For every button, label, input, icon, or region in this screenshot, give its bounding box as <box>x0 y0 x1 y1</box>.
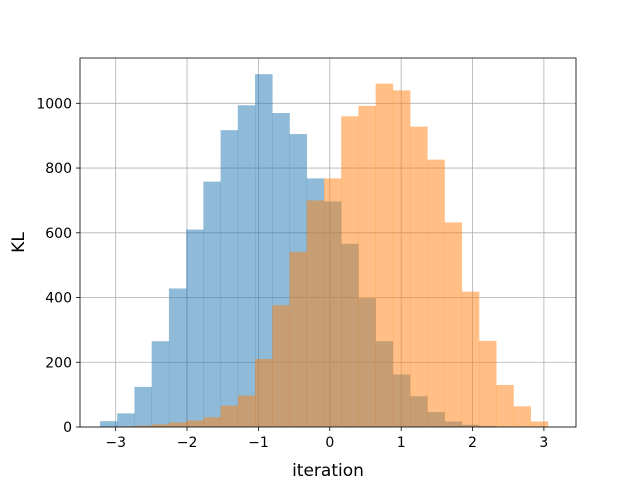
y-tick-label: 600 <box>45 226 72 242</box>
histogram-bar <box>410 126 428 427</box>
histogram-bar <box>203 417 221 427</box>
histogram-bar <box>255 359 273 427</box>
histogram-bar <box>461 291 480 427</box>
y-tick-label: 800 <box>45 161 72 177</box>
histogram-bar <box>134 425 152 427</box>
histogram-bar <box>444 222 463 427</box>
histogram-bar <box>323 178 342 427</box>
histogram-bar <box>134 386 152 427</box>
y-tick-label: 1000 <box>36 96 72 112</box>
x-tick-label: 3 <box>539 435 548 451</box>
histogram-bar <box>237 105 256 427</box>
x-axis-ticks: −3 −2 −1 0 1 2 3 <box>105 427 548 451</box>
histogram-bar <box>530 421 549 427</box>
x-tick-label: 0 <box>325 435 334 451</box>
histogram-bar <box>220 405 239 427</box>
histogram-bar <box>496 384 514 427</box>
histogram-bar <box>220 130 239 427</box>
histogram-bar <box>478 340 497 427</box>
histogram-bar <box>151 341 170 427</box>
bars <box>99 74 549 428</box>
x-tick-label: −2 <box>177 435 198 451</box>
histogram-bar <box>272 305 290 427</box>
histogram-bar <box>186 229 204 427</box>
y-tick-label: 200 <box>45 355 72 371</box>
histogram-bar <box>99 421 118 427</box>
x-tick-label: −3 <box>105 435 126 451</box>
histogram-bar <box>341 116 359 428</box>
histogram-bar <box>186 420 204 427</box>
y-tick-label: 0 <box>63 420 72 436</box>
histogram-bar <box>392 90 411 428</box>
histogram-bar <box>255 74 273 428</box>
x-axis-label: iteration <box>292 461 364 480</box>
histogram-bar <box>513 406 531 427</box>
histogram-bar <box>358 105 376 427</box>
x-tick-label: 2 <box>468 435 477 451</box>
histogram-bar <box>427 159 445 427</box>
histogram-bar <box>151 424 170 427</box>
histogram-bar <box>289 251 308 427</box>
y-tick-label: 400 <box>45 291 72 307</box>
plot-frame <box>79 57 577 428</box>
histogram-bar <box>168 422 187 427</box>
histogram-bar <box>168 288 187 427</box>
histogram-bar <box>375 83 394 428</box>
histogram-bar <box>117 413 135 427</box>
x-tick-label: −1 <box>248 435 269 451</box>
histogram-bar <box>306 200 325 427</box>
histogram-bar <box>237 395 256 427</box>
y-axis-label: KL <box>9 232 29 253</box>
y-axis-ticks: 0 200 400 600 800 1000 <box>36 96 80 436</box>
histogram-bar <box>203 181 221 427</box>
x-tick-label: 1 <box>397 435 406 451</box>
